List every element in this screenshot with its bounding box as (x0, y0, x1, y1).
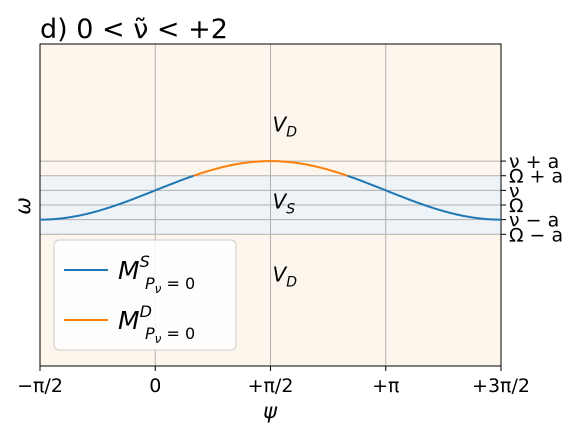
y-level-label: ν + a (509, 151, 559, 173)
series-line (193, 160, 348, 177)
y-level-label: Ω + a (509, 166, 563, 188)
region-label: VS (273, 189, 296, 217)
chart-title: d) 0 < ν̃ < +2 (40, 14, 228, 45)
x-tick-label: +π/2 (248, 375, 294, 397)
x-tick-label: 0 (149, 375, 161, 397)
y-axis-label: ω (11, 197, 35, 215)
legend-label: MD Pν = 0 (118, 302, 195, 346)
region-label: VD (273, 113, 298, 141)
region-label: VD (273, 263, 298, 291)
legend: MS Pν = 0 MD Pν = 0 (53, 239, 237, 351)
series-line (347, 174, 502, 221)
y-level-label: ν (509, 180, 520, 202)
y-level-label: ν − a (509, 210, 559, 232)
legend-label: MS Pν = 0 (118, 252, 195, 296)
x-tick-label: +π (372, 375, 399, 397)
series-line (39, 174, 194, 221)
x-tick-label: −π/2 (17, 375, 63, 397)
x-axis-label: ψ (263, 399, 278, 423)
x-tick-label: +3π/2 (472, 375, 530, 397)
y-level-label: Ω (509, 195, 524, 217)
axes-frame (39, 43, 502, 367)
y-level-label: Ω − a (509, 224, 563, 246)
legend-box (53, 239, 237, 351)
